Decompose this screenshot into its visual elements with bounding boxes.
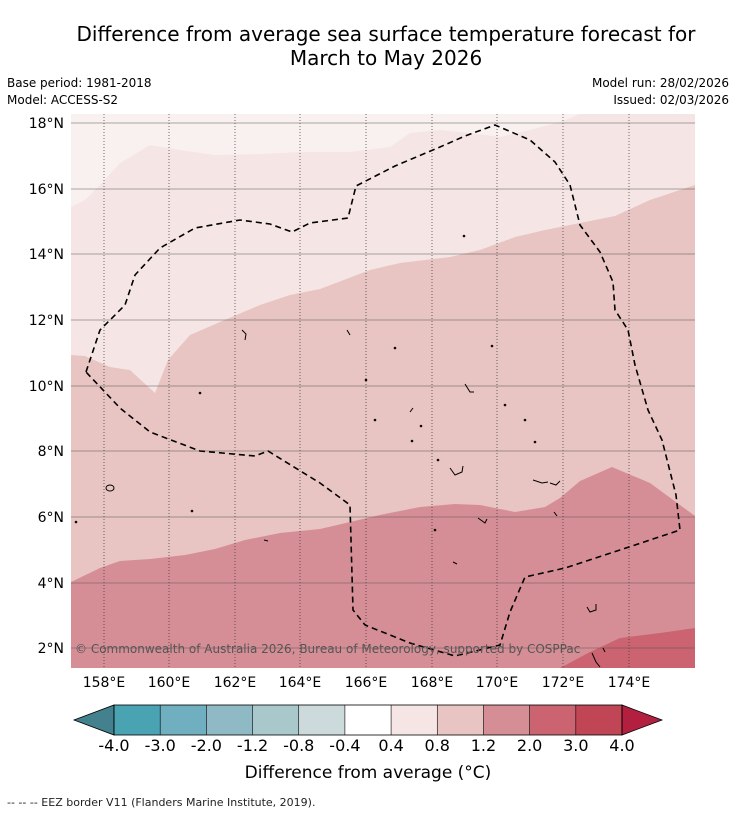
lon-label: 164°E (279, 675, 322, 691)
colorbar-tick-label: 4.0 (609, 736, 634, 755)
lon-label: 172°E (542, 675, 585, 691)
lon-label: 170°E (476, 675, 519, 691)
latitude-lines (71, 122, 695, 649)
eez-legend-note: -- -- -- EEZ border V11 (Flanders Marine… (7, 796, 316, 809)
colorbar-segment (575, 705, 622, 735)
band-0.4-0.8 (71, 114, 695, 393)
lat-label: 16°N (29, 182, 64, 198)
lat-label: 6°N (38, 510, 64, 526)
colorbar-segment (160, 705, 207, 735)
lon-label: 162°E (214, 675, 257, 691)
colorbar-segment (391, 705, 438, 735)
colorbar-under-arrow (72, 704, 115, 736)
colorbar-segment (483, 705, 530, 735)
colorbar-segment (437, 705, 484, 735)
colorbar-segment (298, 705, 345, 735)
map-title: Difference from average sea surface temp… (0, 22, 736, 70)
model-run: Model run: 28/02/2026 (591, 76, 729, 90)
lat-label: 12°N (29, 313, 64, 329)
colorbar-tick-label: 2.0 (517, 736, 542, 755)
colorbar-tick-label: -3.0 (145, 736, 176, 755)
colorbar-segment (529, 705, 576, 735)
title-line-1: Difference from average sea surface temp… (76, 22, 696, 46)
colorbar-tick-label: -4.0 (98, 736, 129, 755)
colorbar-segment (344, 705, 392, 735)
lon-label: 174°E (608, 675, 651, 691)
lat-label: 10°N (29, 379, 64, 395)
sst-field (71, 114, 695, 668)
colorbar-tick-label: 1.2 (471, 736, 496, 755)
latitude-labels: 18°N 16°N 14°N 12°N 10°N 8°N 6°N 4°N 2°N (29, 116, 64, 657)
base-period: Base period: 1981-2018 (7, 76, 152, 90)
colorbar-segment (114, 705, 161, 735)
colorbar-over-arrow (621, 704, 664, 736)
colorbar-tick-label: 0.4 (378, 736, 403, 755)
colorbar-tick-label: -0.4 (329, 736, 360, 755)
longitude-labels: 158°E 160°E 162°E 164°E 166°E 168°E 170°E 172°E… (83, 675, 651, 691)
band-0.4-low (71, 114, 695, 207)
lat-label: 4°N (38, 576, 64, 592)
colorbar-label: Difference from average (°C) (244, 763, 492, 783)
meta-right: Model run: 28/02/2026 Issued: 02/03/2026 (592, 75, 729, 109)
colorbar-tick-label: -1.2 (237, 736, 268, 755)
meta-left: Base period: 1981-2018 Model: ACCESS-S2 (7, 75, 152, 109)
colorbar: -4.0 -3.0 -2.0 -1.2 -0.8 -0.4 0.4 0.8 1.2 2.0 3.0 4… (72, 704, 664, 755)
lat-label: 2°N (38, 641, 64, 657)
colorbar-tick-label: -0.8 (283, 736, 314, 755)
lon-label: 158°E (83, 675, 126, 691)
copyright-notice: © Commonwealth of Australia 2026, Bureau… (75, 642, 580, 656)
issued-date: Issued: 02/03/2026 (613, 93, 729, 107)
lon-label: 166°E (345, 675, 388, 691)
lon-label: 160°E (148, 675, 191, 691)
colorbar-segment (252, 705, 299, 735)
lat-label: 14°N (29, 247, 64, 263)
colorbar-tick-label: 3.0 (563, 736, 588, 755)
eez-border (85, 124, 681, 657)
lat-label: 18°N (29, 116, 64, 132)
colorbar-tick-label: 0.8 (425, 736, 450, 755)
islands (74, 234, 606, 668)
model-name: Model: ACCESS-S2 (7, 93, 119, 107)
colorbar-segment (206, 705, 253, 735)
lat-label: 8°N (38, 444, 64, 460)
lon-label: 168°E (411, 675, 454, 691)
title-line-2: March to May 2026 (289, 46, 483, 70)
colorbar-tick-label: -2.0 (191, 736, 222, 755)
